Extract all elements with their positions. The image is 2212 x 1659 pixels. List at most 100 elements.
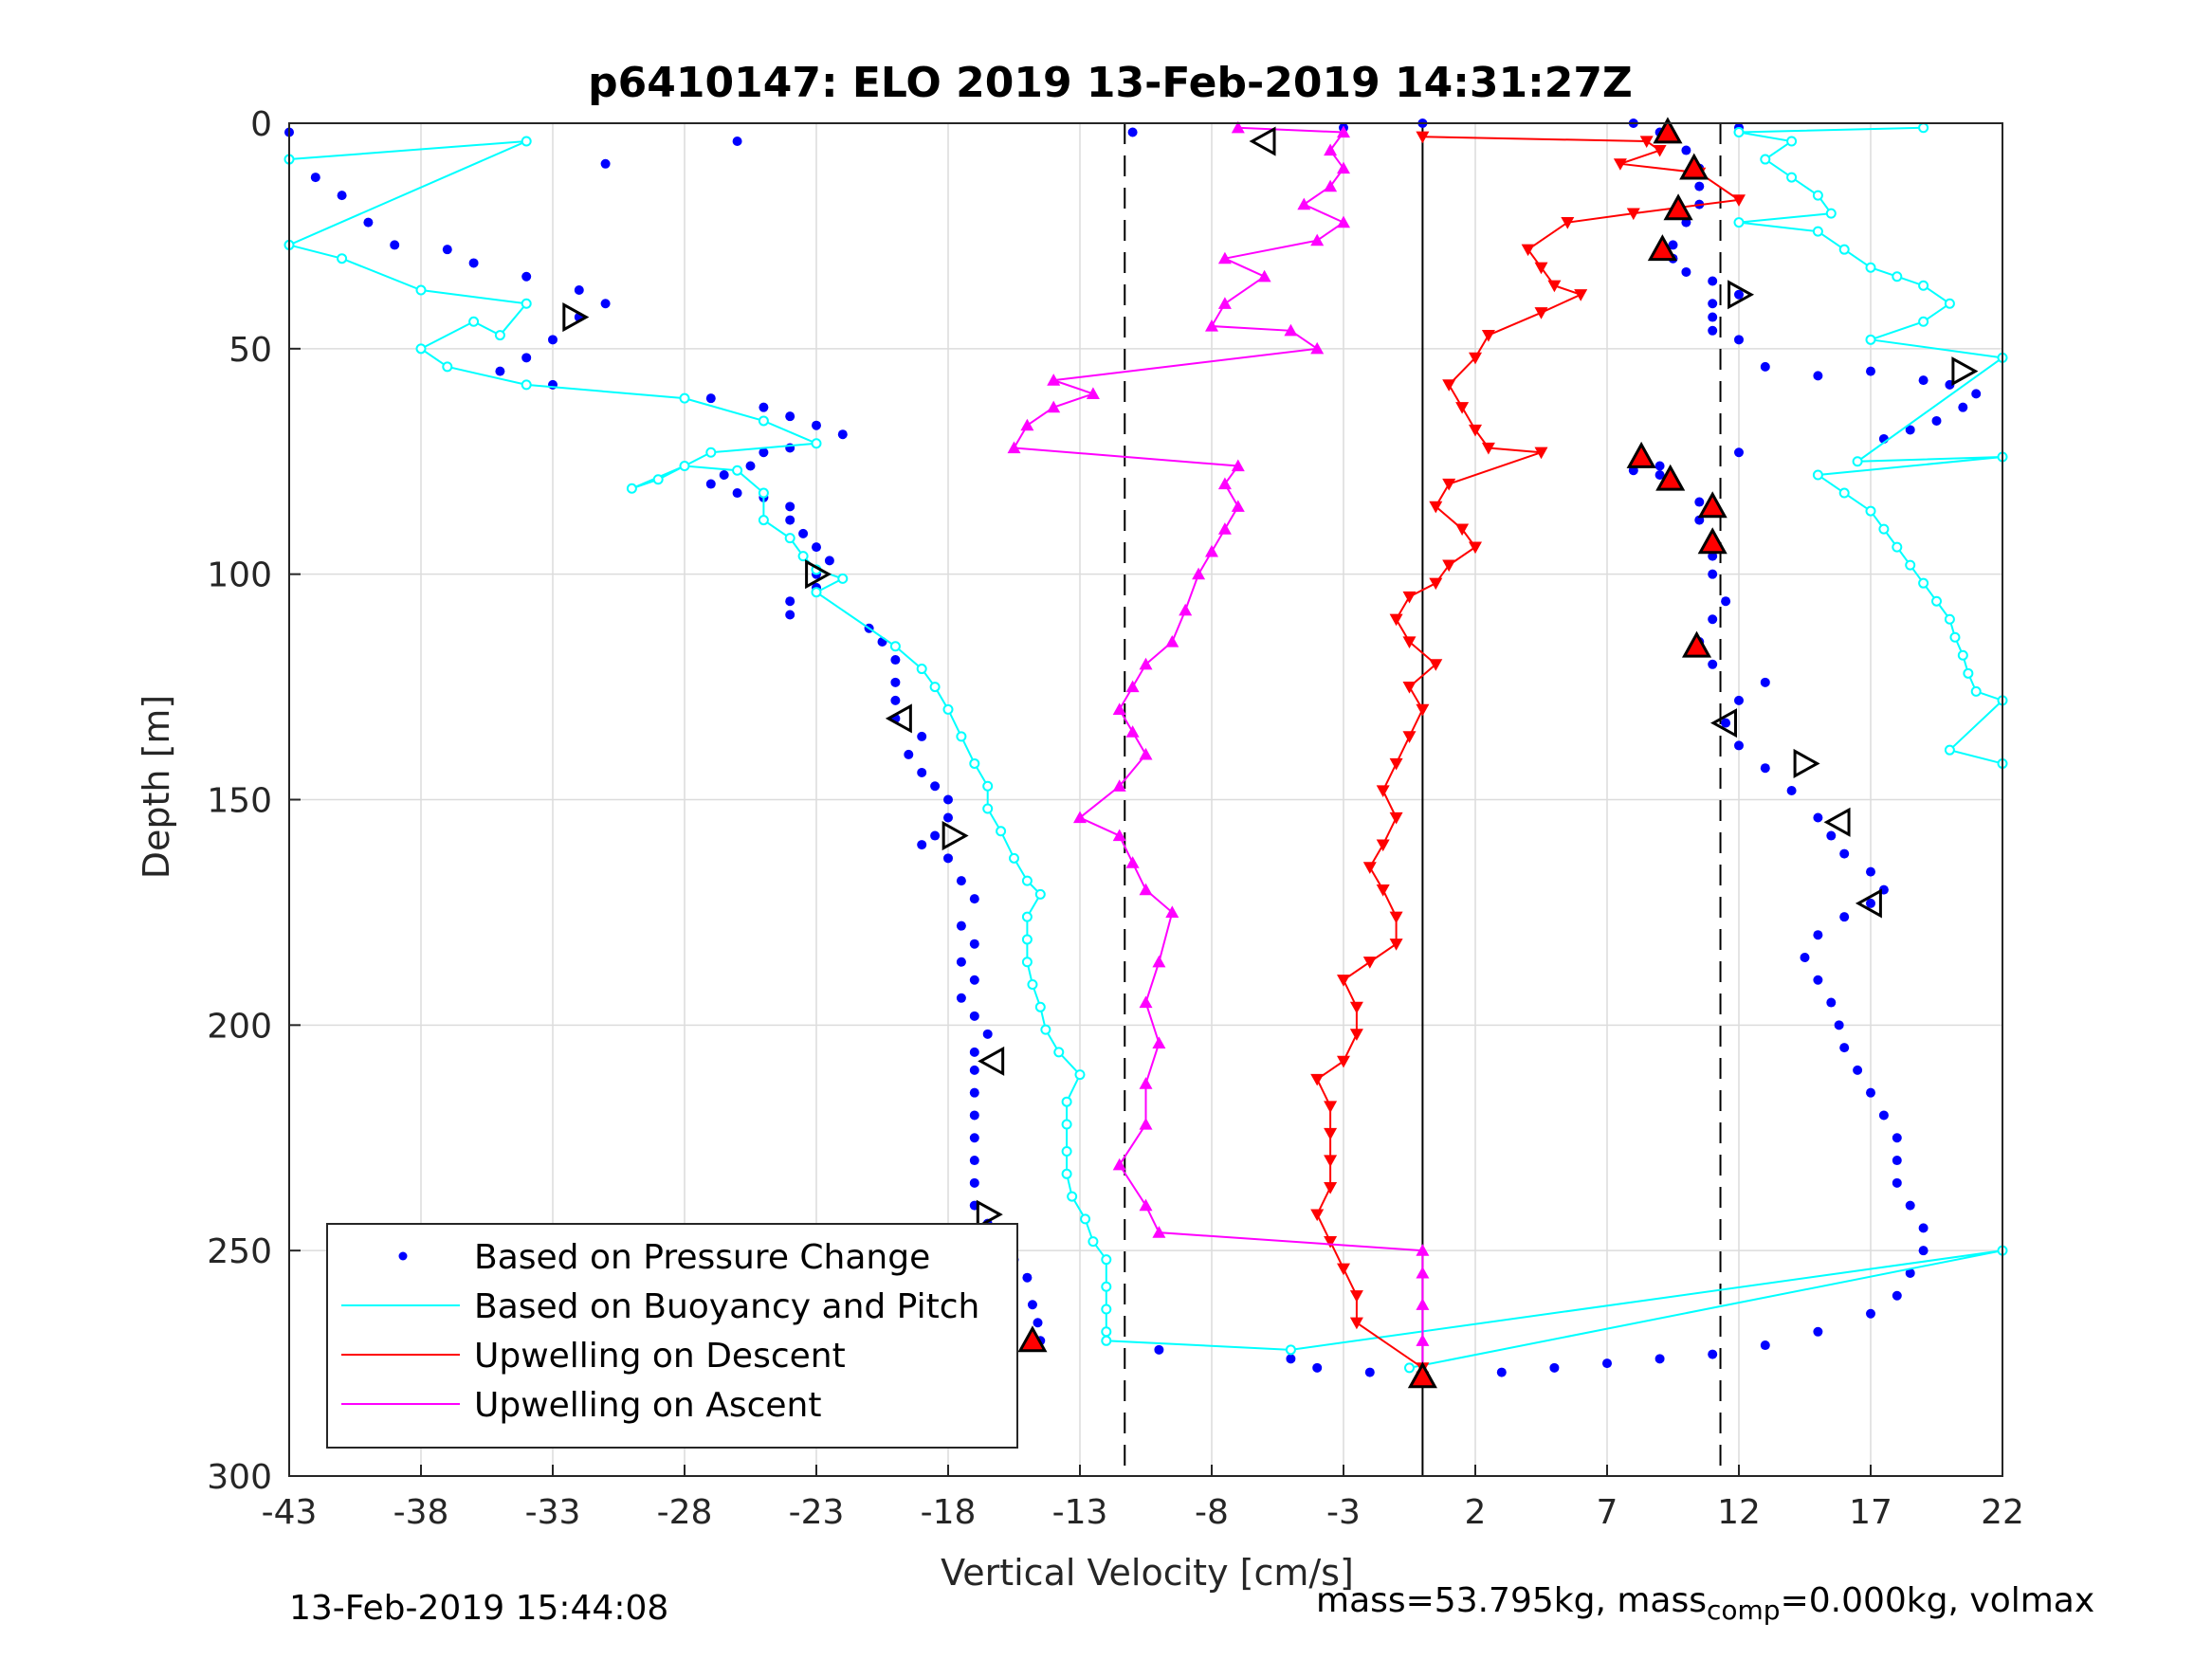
data-point — [705, 447, 717, 458]
data-point — [1944, 744, 1955, 756]
y-tick-label: 100 — [207, 556, 272, 595]
data-point — [1442, 559, 1456, 573]
data-point — [916, 664, 927, 675]
mass-suffix: =0.000kg, volmax — [1780, 1581, 2095, 1620]
data-point — [1534, 447, 1548, 460]
data-point — [785, 515, 795, 525]
data-point — [1826, 997, 1837, 1008]
x-tick-label: 12 — [1717, 1493, 1761, 1532]
x-tick-label: -28 — [657, 1493, 713, 1532]
data-point — [1733, 217, 1745, 228]
data-point — [811, 587, 822, 598]
data-point — [1349, 1029, 1363, 1041]
data-point — [1534, 262, 1548, 275]
data-point — [1944, 613, 1955, 625]
data-point — [1040, 1024, 1051, 1035]
series-4 — [1007, 120, 1430, 1382]
data-point — [1734, 740, 1744, 751]
data-point — [442, 361, 453, 373]
data-point — [982, 1029, 993, 1039]
series-3 — [1310, 131, 1746, 1384]
y-axis-label: Depth [m] — [136, 695, 177, 880]
data-point — [785, 501, 795, 512]
x-tick-label: -43 — [262, 1493, 318, 1532]
x-tick-label: 17 — [1849, 1493, 1892, 1532]
data-point — [1944, 298, 1955, 309]
data-point — [1918, 122, 1929, 134]
data-point — [758, 487, 769, 499]
data-point — [1310, 341, 1325, 355]
series-1 — [283, 136, 2008, 1374]
data-point — [1324, 179, 1338, 192]
marker-point — [885, 703, 912, 734]
marker-point — [1697, 527, 1728, 555]
data-point — [1402, 591, 1417, 604]
data-point — [468, 258, 479, 268]
data-point — [1101, 1254, 1112, 1266]
data-point — [1033, 1318, 1043, 1328]
data-point — [1022, 1272, 1033, 1283]
data-point — [1734, 289, 1744, 300]
data-point — [1442, 478, 1456, 491]
data-point — [1521, 244, 1535, 257]
data-point — [1088, 1236, 1099, 1248]
data-point — [1389, 757, 1403, 771]
data-point — [415, 343, 427, 355]
data-point — [1442, 379, 1456, 392]
data-point — [758, 415, 769, 427]
data-point — [494, 330, 505, 341]
x-tick-label: -18 — [921, 1493, 977, 1532]
data-point — [969, 1177, 979, 1188]
data-point — [1681, 145, 1691, 155]
data-point — [1734, 695, 1744, 705]
data-point — [679, 461, 690, 472]
data-point — [797, 551, 809, 562]
data-point — [1152, 1036, 1166, 1048]
data-point — [930, 781, 941, 792]
data-point — [1349, 1290, 1363, 1303]
data-point — [1152, 1226, 1166, 1238]
data-point — [943, 794, 953, 805]
x-axis-label: Vertical Velocity [cm/s] — [941, 1552, 1354, 1594]
data-point — [1139, 1117, 1153, 1130]
data-point — [1734, 447, 1744, 458]
data-point — [521, 136, 532, 147]
data-point — [1654, 461, 1665, 471]
data-point — [705, 393, 716, 404]
data-point — [1892, 271, 1903, 283]
data-point — [1496, 1367, 1507, 1377]
data-point — [1957, 649, 1968, 661]
data-point — [1112, 779, 1126, 792]
data-point — [811, 438, 822, 449]
data-point — [1918, 577, 1929, 589]
data-point — [1839, 848, 1850, 859]
data-point — [1949, 631, 1961, 643]
data-point — [1101, 1335, 1112, 1346]
data-point — [1324, 1101, 1338, 1113]
data-point — [732, 488, 742, 499]
data-point — [1257, 269, 1271, 283]
data-point — [982, 803, 994, 814]
data-point — [1404, 1362, 1415, 1374]
data-point — [1905, 1267, 1915, 1278]
data-point — [1034, 1001, 1046, 1012]
data-point — [600, 299, 611, 309]
data-point — [1760, 154, 1771, 165]
marker-point — [1655, 464, 1686, 491]
data-point — [1139, 995, 1153, 1009]
data-point — [1027, 979, 1038, 991]
data-point — [1866, 1087, 1875, 1098]
data-point — [1034, 888, 1046, 900]
data-point — [705, 479, 716, 489]
data-point — [890, 655, 901, 665]
data-point — [1839, 912, 1850, 922]
data-point — [969, 975, 979, 985]
data-point — [390, 240, 400, 250]
data-point — [600, 158, 611, 169]
data-point — [1217, 522, 1232, 535]
data-point — [1813, 812, 1823, 823]
legend-box — [326, 1223, 1018, 1449]
data-point — [1708, 299, 1718, 309]
data-point — [785, 411, 795, 422]
data-point — [1324, 1155, 1338, 1168]
